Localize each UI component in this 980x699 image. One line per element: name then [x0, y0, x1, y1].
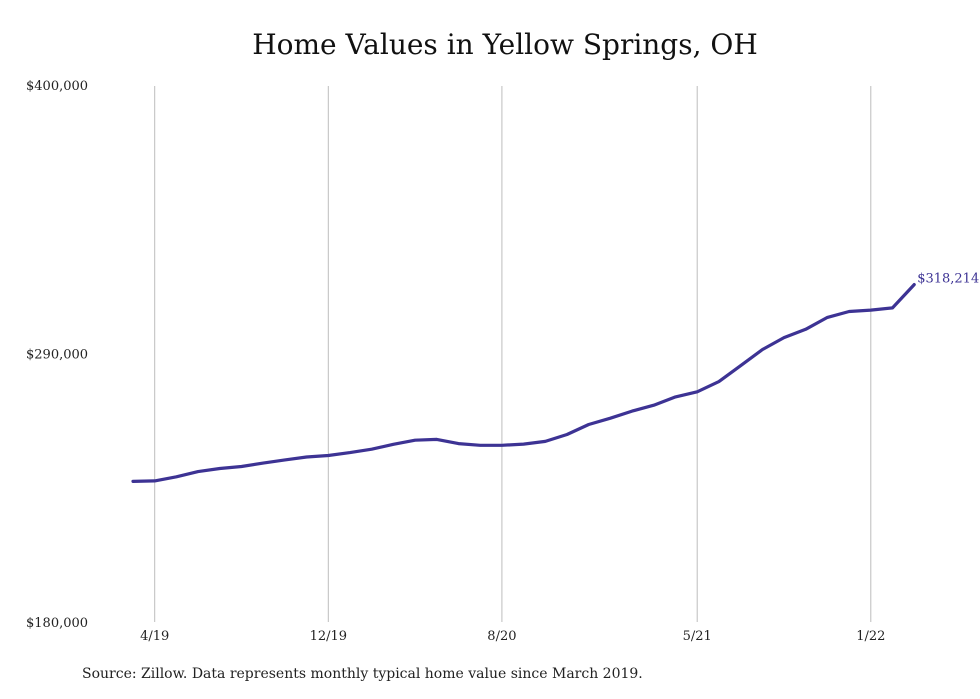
y-axis-labels: $400,000 $290,000 $180,000: [26, 79, 88, 631]
annotation-layer: $318,214: [917, 272, 979, 287]
x-tick-label: 8/20: [487, 629, 516, 644]
gridlines: [154, 86, 872, 622]
x-tick-label: 1/22: [856, 629, 885, 644]
x-axis-labels: 4/19 12/19 8/20 5/21 1/22: [140, 629, 885, 644]
y-tick-label: $400,000: [26, 79, 88, 94]
source-note: Source: Zillow. Data represents monthly …: [82, 666, 643, 682]
y-tick-label: $290,000: [26, 348, 88, 363]
end-value-label: $318,214: [917, 272, 979, 287]
y-tick-label: $180,000: [26, 616, 88, 631]
x-tick-label: 5/21: [683, 629, 712, 644]
x-tick-label: 4/19: [140, 629, 169, 644]
series-line: [131, 283, 916, 483]
x-tick-label: 12/19: [310, 629, 347, 644]
series-layer: [131, 283, 916, 483]
chart-title: Home Values in Yellow Springs, OH: [252, 28, 758, 61]
